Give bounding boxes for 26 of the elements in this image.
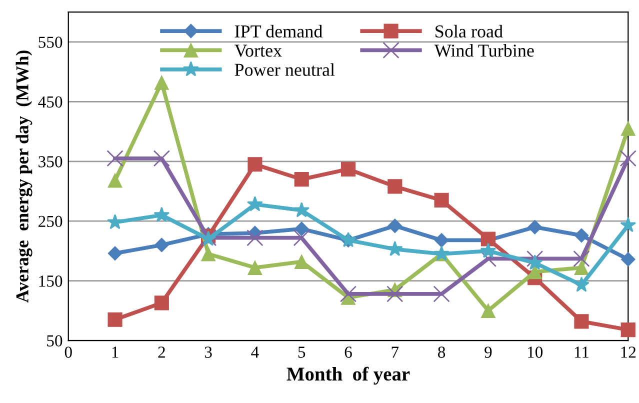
y-axis-title: Average energy per day (MWh) bbox=[16, 50, 32, 303]
x-tick-label: 0 bbox=[64, 346, 72, 358]
x-tick-label: 1 bbox=[112, 346, 118, 358]
y-tick-label: 150 bbox=[39, 276, 62, 287]
x-tick-label: 11 bbox=[574, 346, 589, 358]
legend-label: Sola road bbox=[436, 24, 503, 38]
x-tick-label: 7 bbox=[392, 346, 399, 358]
y-tick-label: 50 bbox=[47, 335, 62, 346]
x-tick-label: 6 bbox=[344, 346, 352, 358]
x-tick-label: 2 bbox=[158, 346, 165, 358]
y-tick-label: 350 bbox=[38, 156, 62, 168]
x-tick-label: 12 bbox=[621, 346, 636, 358]
legend-label: IPT demand bbox=[234, 24, 322, 38]
y-tick-label: 450 bbox=[38, 96, 62, 108]
x-tick-label: 3 bbox=[204, 346, 212, 358]
x-tick-label: 10 bbox=[528, 346, 543, 358]
x-tick-label: 9 bbox=[484, 346, 492, 358]
y-tick-label: 550 bbox=[38, 36, 62, 48]
y-tick-label: 250 bbox=[38, 216, 62, 228]
legend-label: Wind Turbine bbox=[434, 44, 534, 57]
legend-label: Power neutral bbox=[234, 63, 335, 76]
x-tick-label: 4 bbox=[251, 346, 259, 358]
x-axis-title: Month of year bbox=[286, 366, 410, 385]
legend-label: Vortex bbox=[234, 44, 282, 57]
x-tick-label: 5 bbox=[298, 346, 306, 358]
x-tick-label: 8 bbox=[438, 346, 446, 358]
